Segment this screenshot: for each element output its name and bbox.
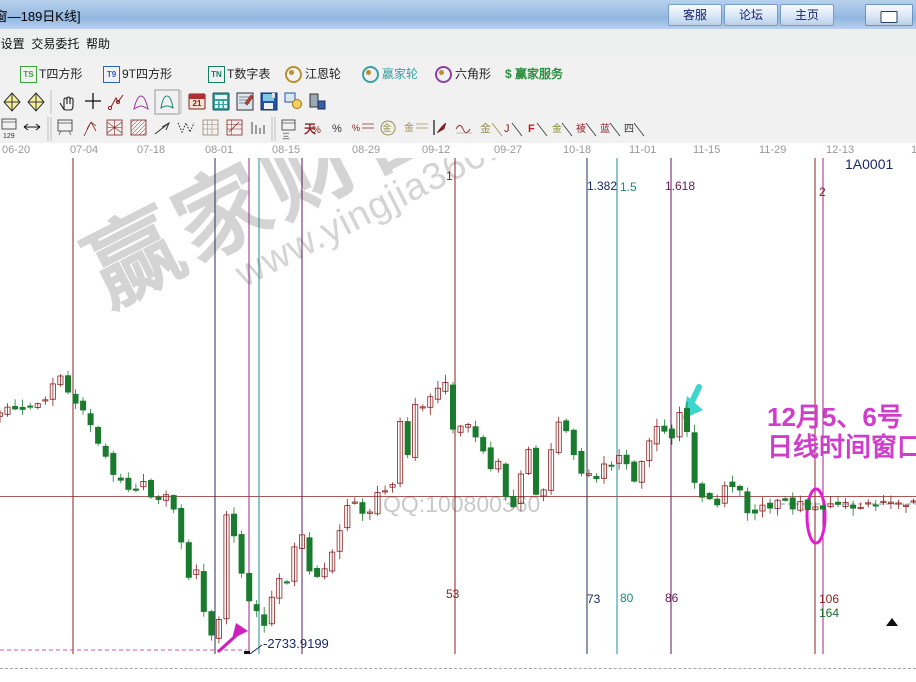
svg-text:%: % xyxy=(332,123,342,135)
svg-text:金: 金 xyxy=(480,121,491,135)
svg-text:12月5、6号: 12月5、6号 xyxy=(767,402,903,432)
svg-text:%: % xyxy=(312,125,321,136)
svg-text:祾: 祾 xyxy=(576,122,586,135)
svg-text:73: 73 xyxy=(587,592,601,606)
svg-text:21: 21 xyxy=(193,99,202,108)
svg-text:1.5: 1.5 xyxy=(620,180,637,194)
svg-text:蓝: 蓝 xyxy=(600,123,610,135)
svg-text:J: J xyxy=(504,123,510,135)
svg-text:1.382: 1.382 xyxy=(587,179,617,193)
svg-text:金: 金 xyxy=(552,122,562,135)
svg-text:三: 三 xyxy=(282,132,290,141)
svg-text:金: 金 xyxy=(404,121,414,134)
svg-text:106: 106 xyxy=(819,592,839,606)
svg-text:2: 2 xyxy=(819,185,826,199)
svg-text:129: 129 xyxy=(3,133,15,140)
svg-text:%: % xyxy=(352,123,360,133)
svg-text:F: F xyxy=(528,123,535,135)
svg-text:1: 1 xyxy=(446,169,453,183)
svg-text:-2733.9199: -2733.9199 xyxy=(263,636,329,651)
svg-text:1A0001: 1A0001 xyxy=(845,158,893,172)
svg-text:1.618: 1.618 xyxy=(665,179,695,193)
svg-text:80: 80 xyxy=(620,591,634,605)
svg-text:53: 53 xyxy=(446,587,460,601)
svg-text:四: 四 xyxy=(624,124,634,135)
svg-text:日线时间窗口: 日线时间窗口 xyxy=(767,432,916,462)
svg-text:金: 金 xyxy=(383,122,392,133)
svg-text:86: 86 xyxy=(665,591,679,605)
svg-text:164: 164 xyxy=(819,606,839,620)
